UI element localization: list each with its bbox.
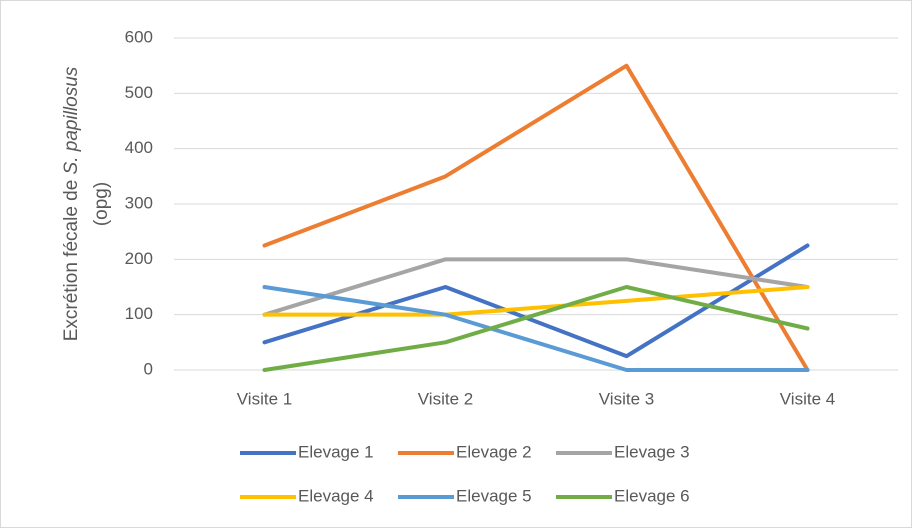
y-axis-label: Excrétion fécale de S. papillosus (61, 66, 82, 341)
series-line (262, 257, 810, 317)
y-tick-label: 200 (125, 249, 153, 268)
x-tick-label: Visite 3 (599, 389, 654, 408)
legend-label: Elevage 6 (614, 486, 690, 505)
x-tick-label: Visite 1 (237, 389, 292, 408)
x-tick-label: Visite 4 (780, 389, 835, 408)
y-tick-label: 500 (125, 83, 153, 102)
series-line (262, 63, 810, 372)
legend-label: Elevage 1 (298, 442, 374, 461)
y-tick-label: 400 (125, 138, 153, 157)
y-axis-label-part: S. papillosus (61, 66, 82, 174)
y-tick-label: 0 (144, 359, 153, 378)
x-tick-label: Visite 2 (418, 389, 473, 408)
y-tick-label: 100 (125, 304, 153, 323)
y-axis-label-part: Excrétion fécale de (61, 174, 82, 341)
series-line (262, 285, 810, 372)
y-axis-label-part: (opg) (91, 182, 112, 226)
legend-label: Elevage 2 (456, 442, 532, 461)
y-tick-label: 600 (125, 27, 153, 46)
y-tick-label: 300 (125, 193, 153, 212)
legend-label: Elevage 3 (614, 442, 690, 461)
legend-label: Elevage 5 (456, 486, 532, 505)
series-line (262, 285, 810, 372)
legend-label: Elevage 4 (298, 486, 374, 505)
series-line (262, 285, 810, 317)
y-axis-label: (opg) (91, 182, 112, 226)
